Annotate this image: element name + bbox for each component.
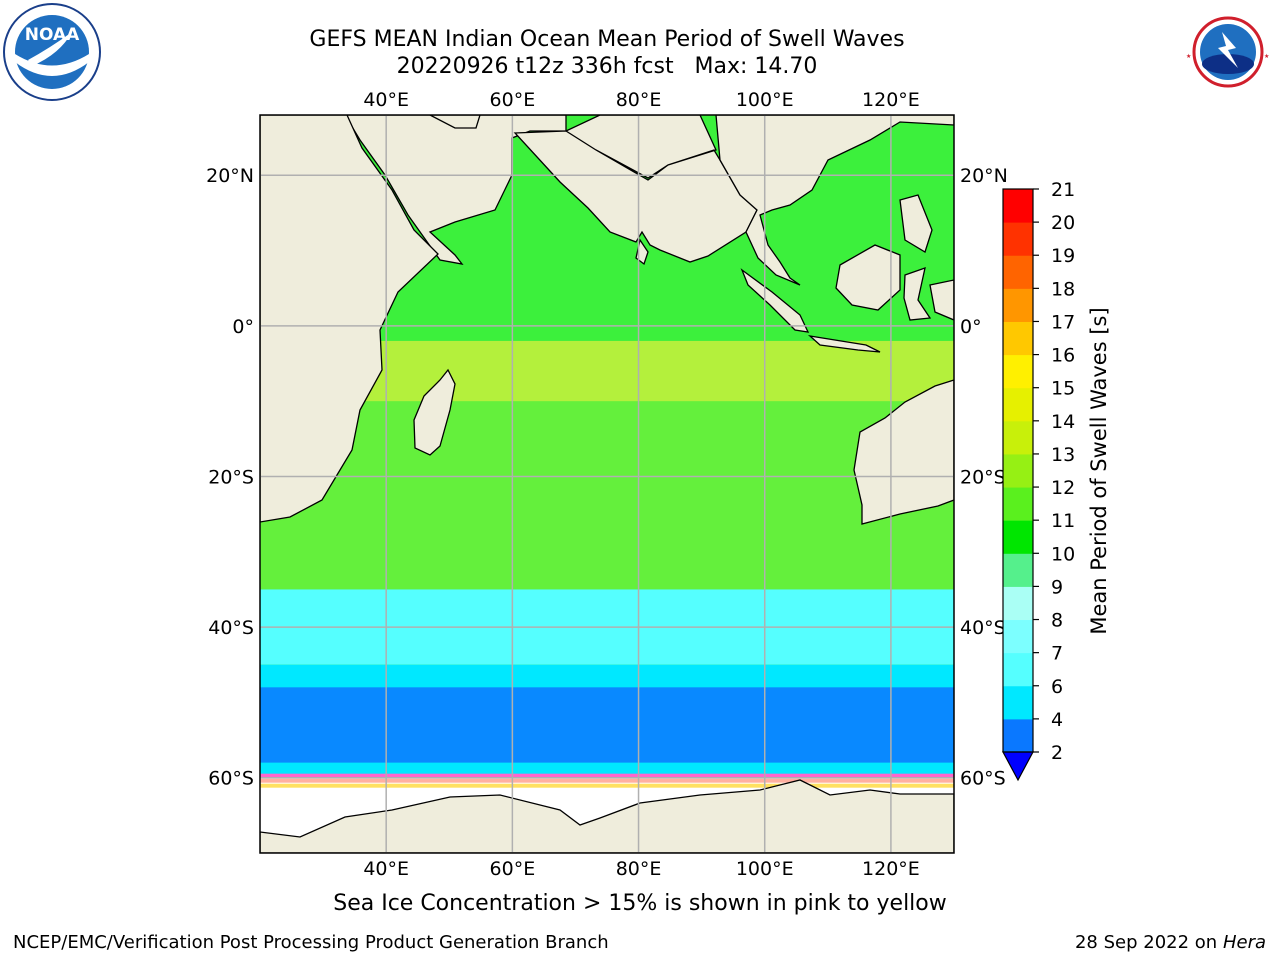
land-sumatra — [740, 268, 810, 333]
colorbar-tick-label: 10 — [1051, 543, 1075, 565]
lat-label-right: 60°S — [960, 768, 1006, 790]
land-africa-east — [260, 115, 439, 523]
colorbar-segment — [1003, 189, 1033, 223]
lat-label-right: 0° — [960, 316, 982, 338]
colorbar-segment — [1003, 718, 1033, 753]
colorbar-segment — [1003, 354, 1033, 389]
svg-text:★: ★ — [1186, 53, 1191, 60]
land-africa — [260, 115, 567, 265]
colorbar-label: Mean Period of Swell Waves [s] — [1087, 307, 1111, 634]
lat-label-left: 40°S — [208, 617, 254, 639]
lat-label-left: 20°S — [208, 466, 254, 488]
date-stamp-host: Hera — [1222, 932, 1266, 953]
colorbar-tick-label: 15 — [1051, 378, 1075, 400]
date-stamp: 28 Sep 2022 on Hera — [1075, 932, 1266, 954]
colorbar-segment — [1003, 387, 1033, 422]
colorbar-segment — [1003, 586, 1033, 621]
lon-label-top: 40°E — [363, 89, 409, 111]
colorbar-tick-label: 4 — [1051, 709, 1063, 731]
colorbar-segment — [1003, 321, 1033, 356]
lon-label-top: 60°E — [490, 89, 536, 111]
land-new-guinea — [929, 279, 954, 321]
longitude-labels-bottom: 40°E 60°E 80°E 100°E 120°E — [363, 858, 919, 880]
map-frame — [259, 114, 955, 854]
title-line-2: 20220926 t12z 336h fcst Max: 14.70 — [396, 54, 818, 79]
sea-ice-band-2 — [260, 783, 954, 788]
graticule — [260, 115, 954, 853]
caption: Sea Ice Concentration > 15% is shown in … — [333, 891, 947, 916]
svg-text:★: ★ — [1264, 53, 1269, 60]
lat-label-right: 40°S — [960, 617, 1006, 639]
land-sulawesi — [903, 267, 932, 321]
colorbar-extend-arrow — [1001, 751, 1035, 782]
colorbar-tick-label: 9 — [1051, 576, 1063, 598]
nws-logo: ★ ★ — [1180, 4, 1276, 100]
date-stamp-date: 28 Sep 2022 on — [1074, 932, 1218, 953]
colorbar-tick-label: 16 — [1051, 345, 1075, 367]
colorbar-frame — [1002, 188, 1034, 753]
latitude-labels-right: 20°N 0° 20°S 40°S 60°S — [960, 165, 1008, 789]
colorbar-tick-label: 18 — [1051, 278, 1075, 300]
colorbar-tick-label: 14 — [1051, 411, 1075, 433]
title-line-1: GEFS MEAN Indian Ocean Mean Period of Sw… — [309, 27, 905, 52]
land-masses — [260, 115, 954, 853]
lat-label-left: 20°N — [206, 165, 254, 187]
colorbar-segment — [1003, 453, 1033, 488]
colorbar-tick-label: 12 — [1051, 477, 1075, 499]
land-java — [807, 335, 881, 353]
colorbar-tick-label: 6 — [1051, 676, 1063, 698]
colorbar-tick-label: 17 — [1051, 311, 1075, 333]
colorbar-tick-label: 21 — [1051, 179, 1075, 201]
colorbar-segment — [1003, 288, 1033, 322]
lon-label-bottom: 80°E — [616, 858, 662, 880]
colorbar-tick-label: 19 — [1051, 245, 1075, 267]
lat-label-right: 20°S — [960, 466, 1006, 488]
land-philippines — [899, 194, 933, 253]
colorbar-segment — [1003, 255, 1033, 289]
land-madagascar — [413, 368, 456, 456]
land-borneo — [835, 244, 901, 311]
lon-label-top: 100°E — [736, 89, 794, 111]
colorbar-segment — [1003, 520, 1033, 554]
colorbar-segment — [1003, 420, 1033, 455]
colorbar-tick-label: 11 — [1051, 510, 1075, 532]
land-antarctica — [260, 779, 954, 853]
lon-label-bottom: 60°E — [490, 858, 536, 880]
land-arabia — [429, 115, 481, 129]
colorbar-tick-label: 20 — [1051, 212, 1075, 234]
field-band-5 — [260, 687, 954, 763]
colorbar-tick-label: 13 — [1051, 444, 1075, 466]
lon-label-bottom: 40°E — [363, 858, 409, 880]
noaa-logo-text: NOAA — [25, 25, 80, 45]
sea-ice-band-1 — [260, 778, 954, 783]
land-india — [513, 115, 758, 263]
field-band-2 — [260, 401, 954, 590]
latitude-labels-left: 20°N 0° 20°S 40°S 60°S — [206, 165, 254, 789]
lat-label-left: 60°S — [208, 768, 254, 790]
colorbar-tick-label: 8 — [1051, 610, 1063, 632]
land-australia — [853, 379, 954, 525]
sea-ice-field — [260, 773, 954, 788]
colorbar-segment — [1003, 222, 1033, 256]
longitude-labels-top: 40°E 60°E 80°E 100°E 120°E — [363, 89, 919, 111]
colorbar-segment — [1003, 487, 1033, 521]
land-southeast-asia — [715, 115, 954, 286]
credit-text: NCEP/EMC/Verification Post Processing Pr… — [13, 932, 609, 953]
noaa-logo: NOAA — [3, 3, 101, 101]
colorbar: 2 4 6 7 8 9 10 11 12 13 14 15 16 17 18 19 20 21 — [1001, 179, 1075, 782]
lon-label-bottom: 100°E — [736, 858, 794, 880]
lon-label-bottom: 120°E — [862, 858, 920, 880]
colorbar-segment — [1003, 619, 1033, 654]
colorbar-segment — [1003, 685, 1033, 720]
sea-ice-band-0 — [260, 773, 954, 778]
colorbar-tick-label: 7 — [1051, 643, 1063, 665]
lon-label-top: 80°E — [616, 89, 662, 111]
colorbar-tick-label: 2 — [1051, 742, 1063, 764]
lat-label-right: 20°N — [960, 165, 1008, 187]
colorbar-segment — [1003, 652, 1033, 687]
lat-label-left: 0° — [232, 316, 254, 338]
lon-label-top: 120°E — [862, 89, 920, 111]
colorbar-segment — [1003, 553, 1033, 587]
